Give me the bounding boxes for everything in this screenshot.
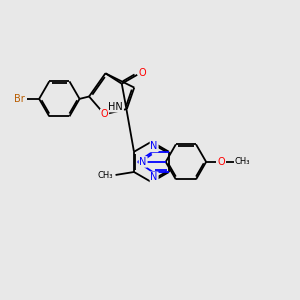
Text: CH₃: CH₃ (98, 171, 113, 180)
Text: N: N (140, 157, 147, 167)
Text: N: N (150, 172, 158, 182)
Text: N: N (150, 141, 158, 152)
Text: Br: Br (14, 94, 24, 104)
Text: O: O (217, 157, 225, 167)
Text: O: O (139, 68, 146, 78)
Text: CH₃: CH₃ (235, 158, 250, 166)
Text: HN: HN (108, 102, 123, 112)
Text: O: O (101, 109, 108, 119)
